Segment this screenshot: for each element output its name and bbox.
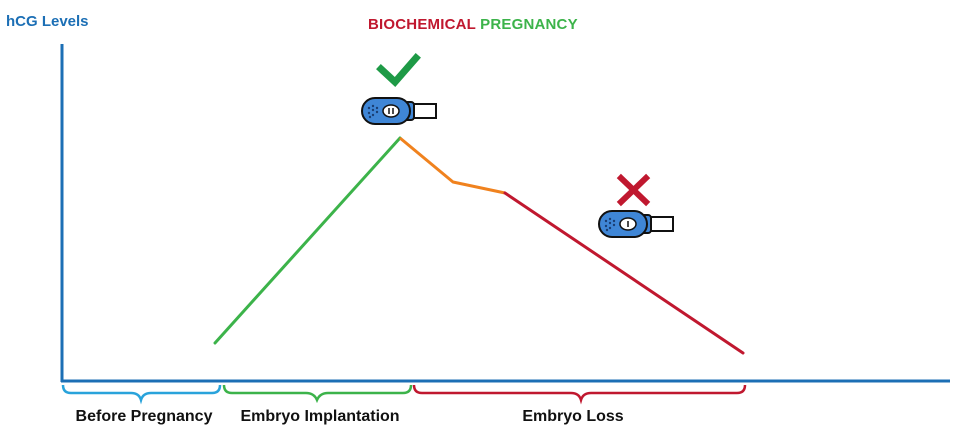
negative-test-marker xyxy=(598,173,674,238)
y-axis-label: hCG Levels xyxy=(6,13,89,30)
pregnancy-test-icon xyxy=(361,97,437,125)
hcg-early-decline-line xyxy=(399,136,506,195)
brace-embryo-loss xyxy=(412,384,747,405)
cross-icon xyxy=(616,173,651,207)
hcg-rise-line xyxy=(213,136,402,345)
title-part-biochemical: BIOCHEMICAL xyxy=(368,16,476,33)
phase-label-embryo-loss: Embryo Loss xyxy=(522,408,624,425)
check-icon xyxy=(376,53,421,88)
phase-label-embryo-implantation: Embryo Implantation xyxy=(240,408,400,425)
positive-test-marker xyxy=(361,53,437,125)
title-part-pregnancy: PREGNANCY xyxy=(480,16,578,33)
brace-embryo-implantation xyxy=(222,384,413,404)
diagram-title: BIOCHEMICAL PREGNANCY xyxy=(368,16,578,33)
phase-label-before-pregnancy: Before Pregnancy xyxy=(75,408,213,425)
brace-before-pregnancy xyxy=(61,384,222,405)
hcg-loss-line xyxy=(503,191,745,355)
pregnancy-test-icon xyxy=(598,210,674,238)
